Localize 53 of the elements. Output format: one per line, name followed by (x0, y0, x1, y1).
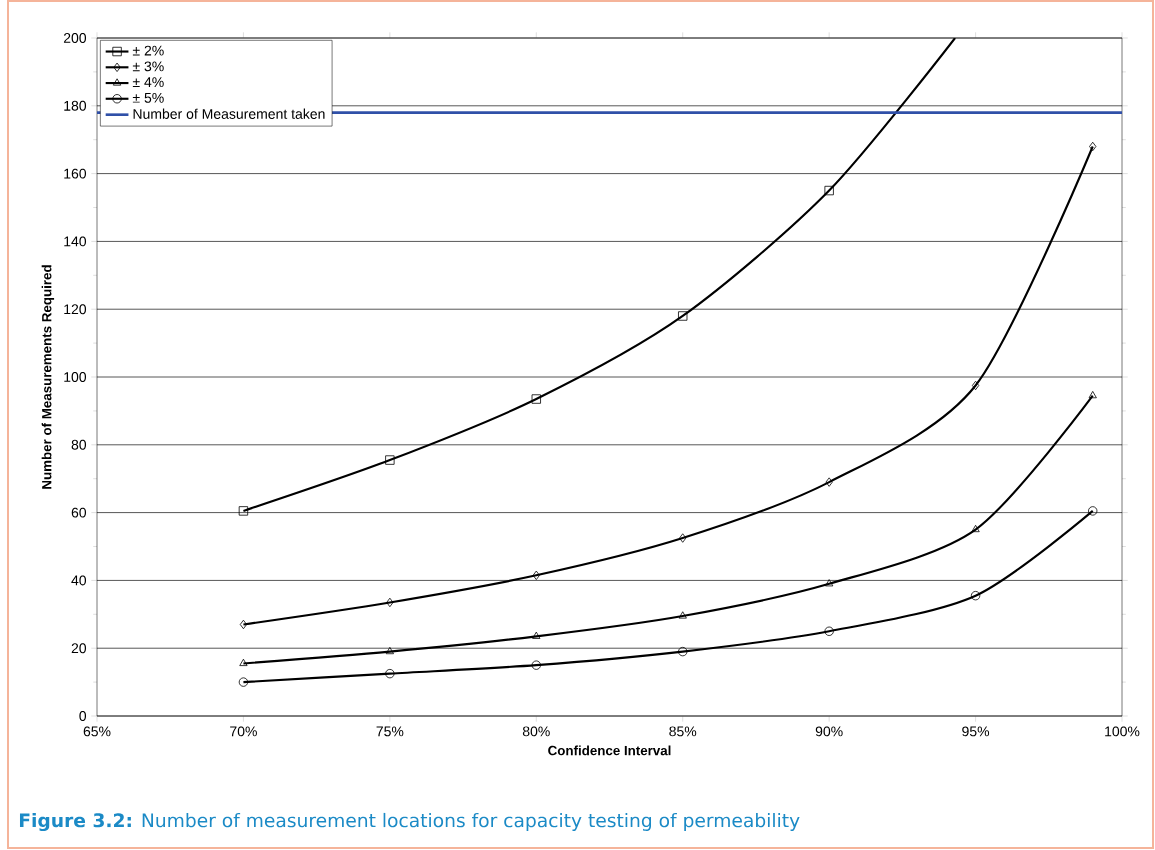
point (385, 455, 395, 465)
point (239, 619, 248, 630)
point (825, 579, 834, 587)
y-tick-label: 40 (71, 575, 87, 586)
point (238, 677, 249, 687)
y-axis-title: Number of Measurements Required (41, 265, 55, 489)
y-tick-label: 200 (63, 33, 87, 43)
legend-label: ± 4% (132, 77, 164, 87)
y-tick-label: 180 (64, 100, 87, 111)
y-tick-label: 120 (64, 304, 87, 315)
x-axis-title: Confidence Interval (548, 745, 671, 756)
x-tick-label: 75% (376, 726, 404, 737)
point (1088, 390, 1097, 399)
point (532, 570, 540, 580)
point (385, 668, 395, 679)
ref-line-label: Number of Measurement taken (133, 108, 325, 119)
point (678, 646, 688, 657)
x-tick-label: 65% (83, 726, 111, 737)
point (1088, 506, 1098, 516)
legend-label: ± 5% (132, 92, 164, 103)
point (238, 506, 249, 516)
x-tick-label: 100% (1105, 726, 1140, 737)
y-tick-label: 60 (71, 507, 87, 518)
point (824, 626, 834, 636)
y-tick-label: 140 (64, 236, 87, 247)
x-tick-label: 70% (230, 726, 257, 737)
x-tick-label: 80% (522, 726, 550, 737)
point (1089, 141, 1097, 152)
x-tick-label: 95% (962, 726, 990, 737)
point (825, 477, 833, 487)
point (531, 660, 541, 670)
point (971, 380, 980, 391)
legend-label: ± 3% (132, 61, 164, 72)
x-tick-label: 90% (815, 726, 843, 737)
point (970, 591, 981, 601)
y-tick-label: 20 (71, 643, 87, 654)
point (385, 646, 394, 655)
y-tick-label: 80 (71, 439, 87, 450)
point (678, 611, 687, 619)
point (678, 311, 688, 321)
point (679, 533, 687, 543)
y-tick-label: 0 (79, 711, 87, 721)
legend-label: ± 2% (132, 45, 164, 56)
text: Figure 3.2: Number of measurement locations for capacity testing of permeability (19, 812, 800, 832)
y-tick-label: 100 (64, 372, 87, 382)
x-tick-label: 85% (669, 726, 697, 737)
point (386, 597, 394, 608)
point (239, 658, 248, 666)
point (531, 394, 541, 404)
point (824, 185, 834, 196)
point (971, 524, 980, 533)
point (532, 631, 541, 639)
y-tick-label: 160 (64, 168, 87, 179)
